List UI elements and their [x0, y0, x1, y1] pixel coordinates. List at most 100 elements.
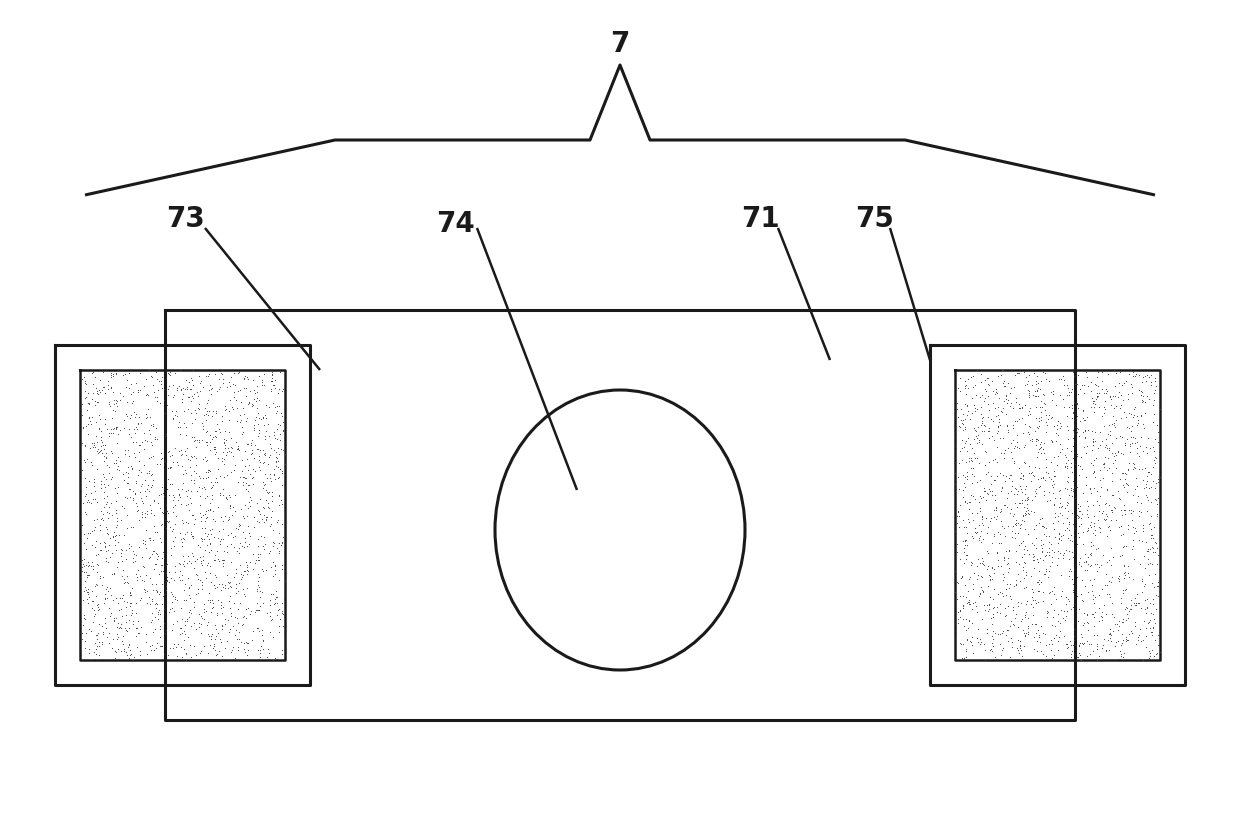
Point	[222, 441, 242, 454]
Point	[84, 439, 104, 452]
Point	[1071, 653, 1091, 667]
Point	[1092, 409, 1112, 422]
Point	[1138, 431, 1158, 445]
Point	[973, 554, 993, 568]
Point	[1142, 628, 1162, 641]
Point	[269, 386, 289, 399]
Point	[1007, 435, 1027, 448]
Point	[963, 370, 983, 383]
Point	[171, 383, 191, 396]
Point	[262, 505, 281, 518]
Point	[955, 381, 975, 394]
Point	[1076, 649, 1096, 662]
Point	[224, 464, 244, 477]
Point	[1014, 626, 1034, 639]
Point	[950, 636, 970, 649]
Point	[250, 600, 270, 613]
Point	[960, 451, 980, 464]
Point	[203, 431, 223, 444]
Point	[172, 540, 192, 553]
Point	[105, 482, 125, 495]
Point	[954, 417, 973, 431]
Point	[202, 409, 222, 422]
Point	[998, 551, 1018, 564]
Point	[254, 530, 274, 544]
Point	[153, 486, 172, 499]
Point	[980, 403, 999, 417]
Point	[1130, 440, 1149, 453]
Point	[148, 612, 167, 625]
Point	[947, 576, 967, 589]
Point	[76, 580, 95, 593]
Point	[232, 420, 252, 433]
Point	[122, 461, 141, 474]
Point	[180, 491, 200, 504]
Point	[89, 519, 109, 532]
Point	[1140, 465, 1159, 478]
Point	[181, 578, 201, 592]
Point	[164, 618, 184, 631]
Point	[972, 586, 992, 599]
Point	[174, 417, 193, 430]
Point	[197, 453, 217, 466]
Point	[97, 554, 117, 568]
Point	[174, 533, 193, 546]
Point	[98, 512, 118, 525]
Point	[226, 521, 246, 535]
Point	[269, 544, 289, 558]
Point	[216, 618, 236, 631]
Point	[1116, 477, 1136, 490]
Point	[82, 436, 102, 450]
Point	[1055, 460, 1075, 474]
Point	[88, 599, 108, 612]
Point	[1136, 603, 1156, 616]
Point	[273, 518, 293, 531]
Point	[1070, 499, 1090, 512]
Point	[202, 522, 222, 535]
Point	[993, 573, 1013, 587]
Point	[110, 454, 130, 467]
Point	[1043, 619, 1063, 632]
Point	[1060, 634, 1080, 648]
Point	[144, 417, 164, 431]
Point	[114, 422, 134, 435]
Point	[212, 455, 232, 468]
Point	[165, 517, 185, 530]
Point	[1023, 608, 1043, 621]
Point	[991, 627, 1011, 640]
Point	[151, 506, 171, 519]
Point	[990, 419, 1009, 432]
Point	[110, 394, 130, 407]
Point	[206, 648, 226, 662]
Point	[267, 432, 286, 446]
Point	[107, 453, 126, 466]
Point	[1147, 557, 1167, 570]
Point	[973, 419, 993, 432]
Point	[1061, 644, 1081, 658]
Point	[186, 648, 206, 661]
Point	[1018, 595, 1038, 608]
Point	[99, 627, 119, 640]
Point	[1140, 651, 1159, 664]
Point	[955, 421, 975, 434]
Point	[1135, 593, 1154, 606]
Point	[179, 606, 198, 619]
Point	[241, 436, 260, 450]
Point	[1136, 441, 1156, 454]
Point	[252, 586, 272, 599]
Point	[975, 392, 994, 405]
Point	[1018, 527, 1038, 540]
Point	[1115, 472, 1135, 485]
Point	[1017, 605, 1037, 618]
Point	[118, 521, 138, 535]
Point	[262, 383, 281, 396]
Point	[94, 470, 114, 483]
Point	[92, 446, 112, 460]
Point	[107, 422, 126, 435]
Point	[74, 505, 94, 518]
Point	[249, 554, 269, 567]
Point	[1060, 483, 1080, 497]
Point	[951, 413, 971, 427]
Point	[956, 650, 976, 663]
Point	[1018, 383, 1038, 396]
